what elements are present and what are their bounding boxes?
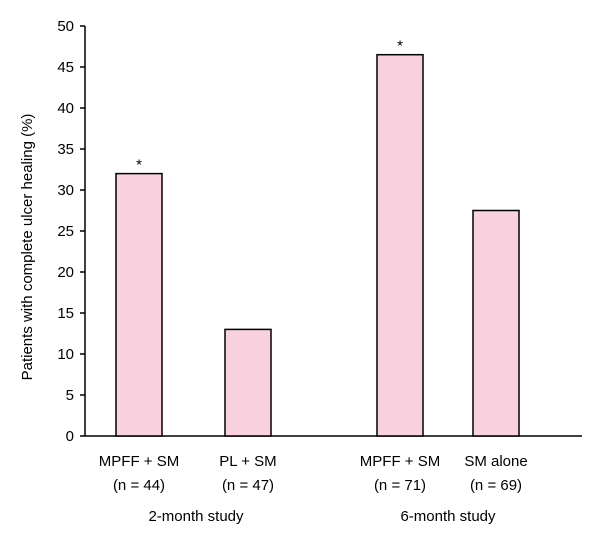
y-tick-label: 45 xyxy=(57,59,74,76)
category-n-label: (n = 47) xyxy=(222,477,274,494)
category-label: PL + SM xyxy=(219,453,276,470)
category-label: MPFF + SM xyxy=(99,453,179,470)
bar xyxy=(115,172,163,437)
y-tick-label: 30 xyxy=(57,182,74,199)
y-axis: 0 5 10 15 20 25 30 35 40 45 50 xyxy=(57,18,86,445)
bars: ** xyxy=(115,38,520,437)
category-n-label: (n = 44) xyxy=(113,477,165,494)
significance-marker: * xyxy=(397,38,403,55)
y-axis-title: Patients with complete ulcer healing (%) xyxy=(19,114,36,381)
category-label: SM alone xyxy=(464,453,527,470)
category-n-label: (n = 69) xyxy=(470,477,522,494)
category-label: MPFF + SM xyxy=(360,453,440,470)
y-tick-label: 15 xyxy=(57,305,74,322)
group-label: 2-month study xyxy=(148,508,244,525)
category-labels: MPFF + SM (n = 44) PL + SM (n = 47) MPFF + S… xyxy=(99,453,528,494)
y-tick-label: 50 xyxy=(57,18,74,35)
y-tick-label: 25 xyxy=(57,223,74,240)
y-tick-label: 35 xyxy=(57,141,74,158)
y-tick-label: 20 xyxy=(57,264,74,281)
y-tick-label: 0 xyxy=(66,428,74,445)
y-tick-label: 5 xyxy=(66,387,74,404)
bar xyxy=(472,209,520,437)
category-n-label: (n = 71) xyxy=(374,477,426,494)
bar xyxy=(376,53,424,437)
group-label: 6-month study xyxy=(400,508,496,525)
bar xyxy=(224,328,272,437)
group-labels: 2-month study 6-month study xyxy=(148,508,496,525)
significance-marker: * xyxy=(136,157,142,174)
y-tick-label: 10 xyxy=(57,346,74,363)
y-tick-label: 40 xyxy=(57,100,74,117)
